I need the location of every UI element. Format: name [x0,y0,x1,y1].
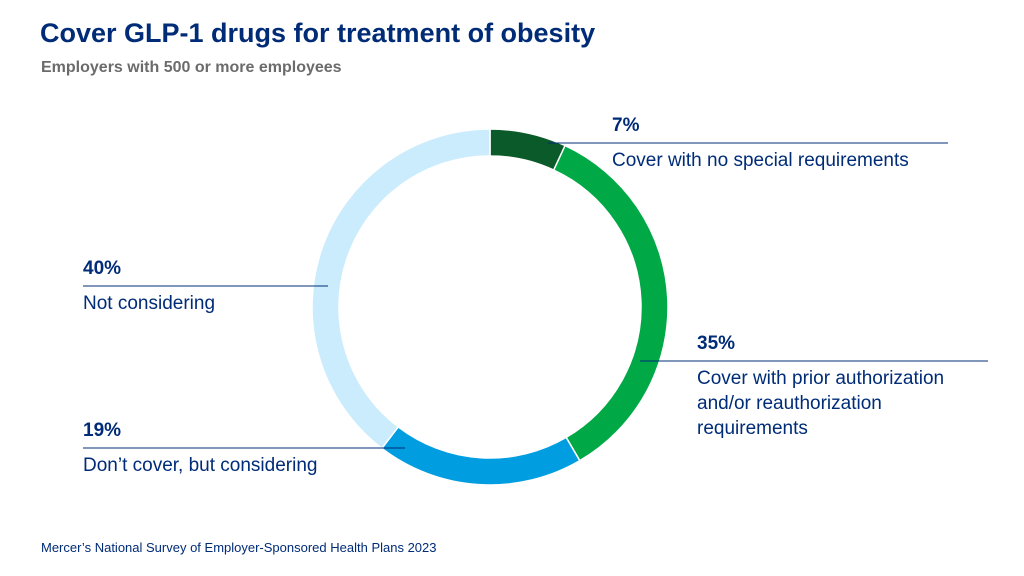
donut-slice [380,425,581,486]
donut-slice [489,128,567,172]
value-label: 35% [697,333,736,354]
category-label: Cover with no special requirements [612,150,909,171]
category-label: Not considering [83,293,216,314]
value-label: 19% [83,420,122,441]
donut-slice [311,128,491,450]
chart-title: Cover GLP-1 drugs for treatment of obesi… [40,18,596,48]
chart-subtitle: Employers with 500 or more employees [41,59,342,76]
donut-slice [552,144,669,462]
category-label: Cover with prior authorization and/or re… [697,368,945,439]
value-label: 40% [83,258,122,279]
value-label: 7% [612,115,640,136]
category-label: Don’t cover, but considering [83,455,318,476]
source-note: Mercer’s National Survey of Employer-Spo… [41,540,437,555]
